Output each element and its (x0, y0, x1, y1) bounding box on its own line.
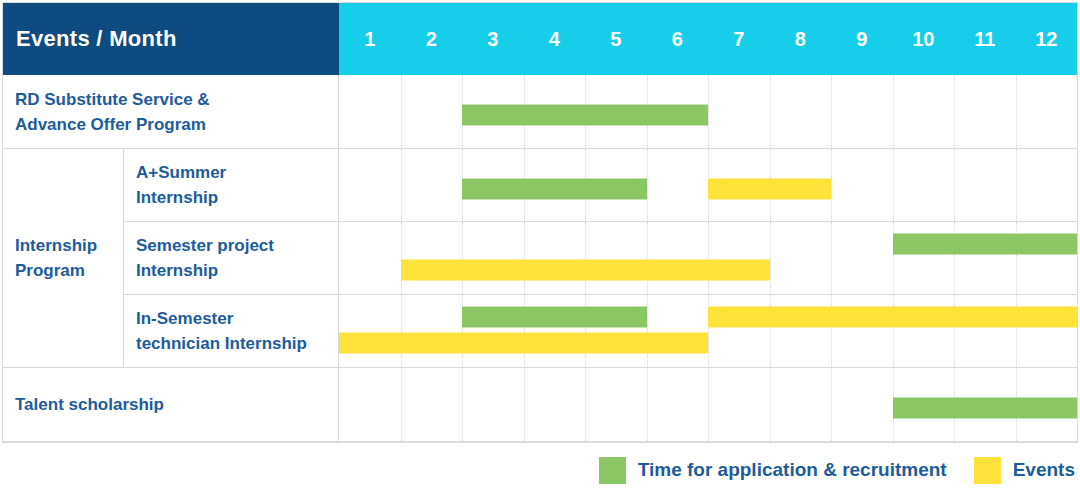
month-gridline (585, 368, 586, 441)
month-gridline (462, 295, 463, 367)
month-gridline (708, 222, 709, 294)
month-gridline (401, 75, 402, 148)
gantt-bar-green (462, 105, 708, 126)
chart-row-talent-scholarship (339, 368, 1077, 442)
month-header-row: 123456789101112 (339, 3, 1077, 75)
month-label: 8 (770, 3, 832, 75)
month-gridline (893, 75, 894, 148)
month-gridline (585, 295, 586, 367)
month-gridline (401, 295, 402, 367)
chart-row-a-summer-internship (339, 149, 1077, 222)
month-gridline (954, 295, 955, 367)
row-label-semester-project: Semester project Internship (124, 222, 339, 295)
chart-row-in-semester-technician (339, 295, 1077, 368)
month-gridline (831, 75, 832, 148)
gantt-bar-green (893, 398, 1078, 419)
month-gridline (647, 295, 648, 367)
month-gridline (893, 295, 894, 367)
green-swatch-icon (599, 457, 626, 484)
group-label-line: Program (15, 258, 123, 283)
group-label-line: Internship (15, 233, 123, 258)
legend-label: Time for application & recruitment (638, 459, 947, 481)
events-month-table: Events / Month 123456789101112 RD Substi… (2, 2, 1078, 443)
month-gridline (462, 368, 463, 441)
month-label: 12 (1016, 3, 1078, 75)
month-label: 11 (954, 3, 1016, 75)
month-label: 3 (462, 3, 524, 75)
month-gridline (831, 295, 832, 367)
month-gridline (954, 149, 955, 221)
month-gridline (770, 75, 771, 148)
gantt-bar-yellow (708, 178, 831, 199)
row-label-line: A+Summer (136, 160, 338, 185)
row-label-line: Talent scholarship (15, 392, 338, 417)
month-label: 1 (339, 3, 401, 75)
month-gridline (708, 75, 709, 148)
gantt-bar-yellow (401, 259, 770, 280)
row-label-a-summer-internship: A+Summer Internship (124, 149, 339, 222)
legend-label: Events (1013, 459, 1075, 481)
month-label: 7 (708, 3, 770, 75)
month-gridline (401, 368, 402, 441)
month-gridline (1016, 295, 1017, 367)
month-gridline (831, 222, 832, 294)
month-label: 2 (401, 3, 463, 75)
month-gridline (770, 222, 771, 294)
month-gridline (770, 368, 771, 441)
header-events-month: Events / Month (3, 3, 339, 75)
row-label-line: Semester project (136, 233, 338, 258)
row-label-rd-substitute: RD Substitute Service & Advance Offer Pr… (3, 75, 339, 149)
month-gridline (401, 149, 402, 221)
month-gridline (462, 222, 463, 294)
month-gridline (954, 75, 955, 148)
month-gridline (647, 368, 648, 441)
gantt-chart: Events / Month 123456789101112 RD Substi… (0, 0, 1080, 494)
gantt-bar-green (462, 307, 647, 328)
gantt-bar-yellow (339, 332, 708, 353)
month-gridline (708, 295, 709, 367)
row-label-line: technician Internship (136, 331, 338, 356)
month-gridline (647, 149, 648, 221)
row-label-line: In-Semester (136, 306, 338, 331)
row-label-line: Internship (136, 185, 338, 210)
month-gridline (1016, 222, 1017, 294)
row-label-line: Internship (136, 258, 338, 283)
legend-item-events: Events (974, 457, 1075, 484)
chart-row-semester-project (339, 222, 1077, 295)
month-gridline (708, 368, 709, 441)
month-gridline (401, 222, 402, 294)
month-label: 9 (831, 3, 893, 75)
month-gridline (524, 295, 525, 367)
month-label: 6 (647, 3, 709, 75)
month-gridline (831, 149, 832, 221)
month-gridline (524, 368, 525, 441)
legend-item-application-recruitment: Time for application & recruitment (599, 457, 947, 484)
month-gridline (647, 222, 648, 294)
row-label-line: Advance Offer Program (15, 112, 338, 137)
gantt-bar-green (462, 178, 647, 199)
month-gridline (1016, 75, 1017, 148)
month-gridline (1016, 149, 1017, 221)
legend: Time for application & recruitment Event… (599, 452, 1075, 488)
gantt-bar-green (893, 234, 1078, 255)
row-label-in-semester-technician: In-Semester technician Internship (124, 295, 339, 368)
month-gridline (831, 368, 832, 441)
chart-row-rd-substitute (339, 75, 1077, 149)
month-gridline (585, 222, 586, 294)
month-gridline (524, 222, 525, 294)
row-label-talent-scholarship: Talent scholarship (3, 368, 339, 442)
month-gridline (893, 222, 894, 294)
header-events-month-label: Events / Month (16, 26, 177, 52)
row-label-line: RD Substitute Service & (15, 87, 338, 112)
month-label: 10 (893, 3, 955, 75)
gantt-bar-yellow (708, 307, 1077, 328)
month-label: 4 (524, 3, 586, 75)
month-gridline (893, 149, 894, 221)
group-label-internship-program: Internship Program (3, 149, 124, 368)
month-gridline (770, 295, 771, 367)
month-label: 5 (585, 3, 647, 75)
month-gridline (954, 222, 955, 294)
yellow-swatch-icon (974, 457, 1001, 484)
